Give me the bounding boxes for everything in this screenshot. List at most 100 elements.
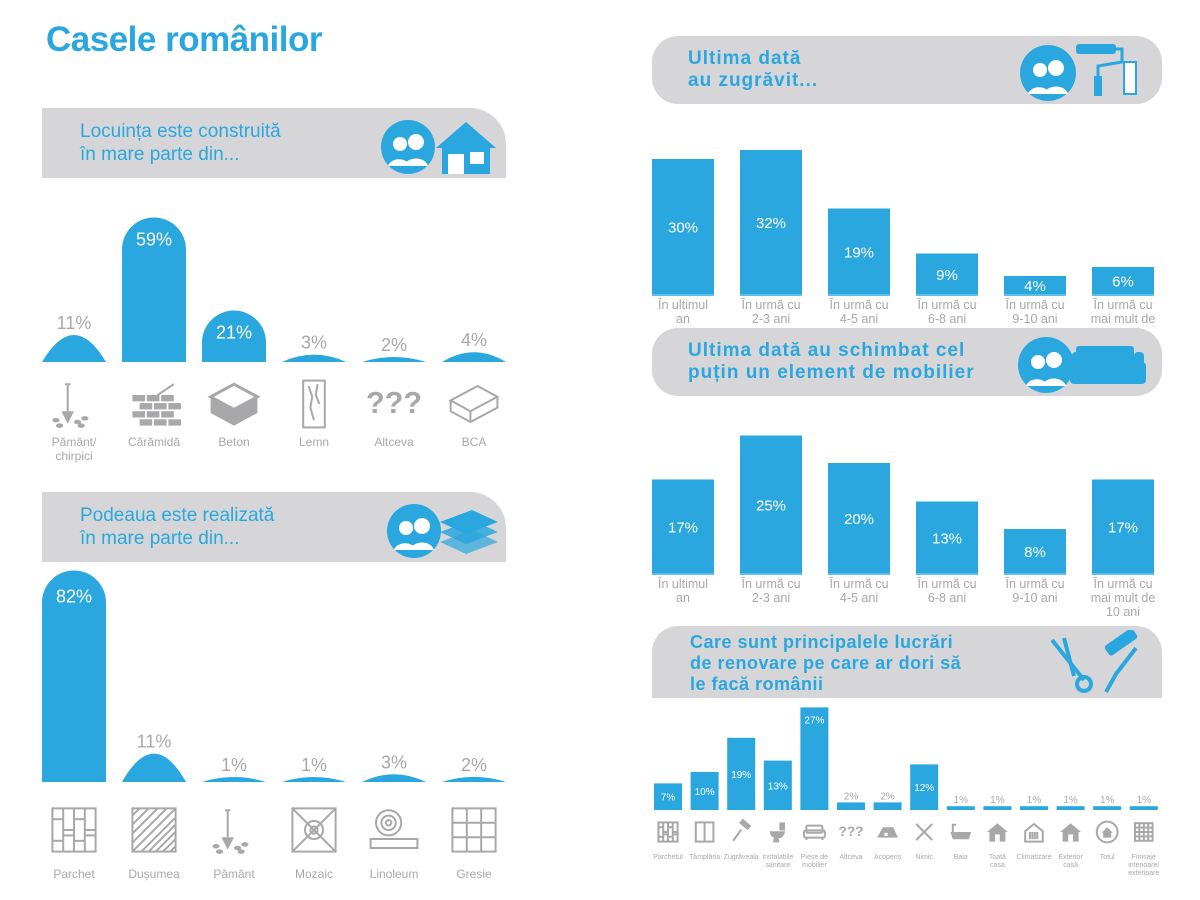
bar-parchetul-0 bbox=[654, 783, 682, 810]
chart-house-material: 11% Pământ/chirpici 59% Cărămidă 21% Beton 3% L… bbox=[42, 217, 506, 463]
bar-gresie bbox=[442, 776, 506, 782]
bathtub-icon bbox=[950, 823, 972, 840]
bar-toata-casa-9 bbox=[983, 806, 1012, 810]
value-label-linoleum: 3% bbox=[381, 752, 407, 772]
category-label-in-ultimul-an-0: În ultimul an bbox=[657, 297, 708, 326]
bar-in-urma-cu-4-5-ani-2 bbox=[828, 463, 890, 573]
value-label-nimic-7: 12% bbox=[914, 783, 934, 794]
value-label-altceva-5: 2% bbox=[844, 791, 859, 802]
chart-floor-material: 82% Parchet 11% Dușumea 1% Pământ 1% Mozaic 3% Li… bbox=[42, 570, 506, 881]
category-label-in-urma-cu-9-10-ani-4: În urmă cu 9-10 ani bbox=[1004, 576, 1064, 605]
bar-totul-12 bbox=[1093, 806, 1122, 810]
bar-beton bbox=[202, 310, 266, 362]
bar-in-urma-cu-2-3-ani-1 bbox=[740, 435, 802, 573]
panel-renovation: Care sunt principalele lucrări de renova… bbox=[652, 626, 1162, 898]
category-label-lemn: Lemn bbox=[299, 435, 329, 449]
banner-title-floor-material: Podeaua este realizată în mare parte din… bbox=[80, 505, 275, 549]
category-label-totul-12: Totul bbox=[1100, 854, 1115, 861]
toilet-icon bbox=[769, 822, 785, 843]
category-label-pamant: Pământ bbox=[213, 867, 255, 881]
category-label-in-urma-cu-4-5-ani-2: În urmă cu 4-5 ani bbox=[828, 297, 888, 326]
category-label-in-urma-cu-6-8-ani-3: În urmă cu 6-8 ani bbox=[916, 297, 976, 326]
value-label-toata-casa-9: 1% bbox=[990, 795, 1005, 806]
shovel-icon bbox=[212, 809, 249, 854]
parquet-icon bbox=[51, 807, 97, 853]
bar-in-urma-cu-mai-mult-de-1-5 bbox=[1092, 267, 1154, 294]
sofa-icon bbox=[803, 824, 826, 840]
category-label-climatizare-10: Climatizare bbox=[1016, 854, 1051, 861]
finishes-icon bbox=[1134, 822, 1154, 842]
brick-wall-icon bbox=[132, 383, 181, 426]
bar-in-ultimul-an-0 bbox=[652, 479, 714, 573]
bar-caramida bbox=[122, 217, 186, 362]
category-label-gresie: Gresie bbox=[456, 867, 492, 881]
family-floor-layers-icon bbox=[387, 504, 498, 558]
value-label-gresie: 2% bbox=[461, 755, 487, 775]
concrete-block-icon bbox=[207, 382, 261, 426]
value-label-in-urma-cu-mai-mult-de-1-5: 17% bbox=[1108, 519, 1138, 536]
category-label-parchet: Parchet bbox=[53, 867, 95, 881]
category-label-finisaje-interioare-exterioare-13: Finisaje interioare/exterioare bbox=[1128, 854, 1159, 877]
value-label-parchetul-0: 7% bbox=[661, 793, 676, 804]
value-label-pamant: 1% bbox=[221, 755, 247, 775]
category-label-mozaic: Mozaic bbox=[295, 867, 333, 881]
category-label-in-urma-cu-2-3-ani-1: În urmă cu 2-3 ani bbox=[740, 297, 800, 326]
mosaic-icon bbox=[291, 807, 337, 853]
value-label-in-urma-cu-2-3-ani-1: 32% bbox=[756, 215, 786, 232]
category-label-beton: Beton bbox=[218, 435, 249, 449]
tile-icon bbox=[451, 807, 497, 853]
category-label-altceva: Altceva bbox=[374, 435, 414, 449]
category-label-altceva-5: Altceva bbox=[840, 854, 863, 861]
banner-title-renovation: Care sunt principalele lucrări de renova… bbox=[690, 632, 962, 694]
paint-roller-icon bbox=[732, 818, 752, 842]
value-label-acoperis-6: 2% bbox=[880, 791, 895, 802]
panel-last-painted: Ultima dată au zugrăvit... 30% În ultimul… bbox=[652, 36, 1162, 340]
house-exterior-icon bbox=[1060, 823, 1081, 842]
bar-piese-de-mobilier-4 bbox=[800, 707, 829, 810]
category-label-baia-8: Baia bbox=[954, 854, 968, 861]
value-label-caramida: 59% bbox=[136, 229, 172, 249]
category-label-in-urma-cu-2-3-ani-1: În urmă cu 2-3 ani bbox=[740, 576, 800, 605]
panel-floor-material: Podeaua este realizată în mare parte din… bbox=[42, 492, 506, 892]
value-label-tamplaria-1: 10% bbox=[695, 787, 715, 798]
bar-climatizare-10 bbox=[1020, 806, 1048, 810]
value-label-dusumea: 11% bbox=[137, 732, 172, 752]
bar-in-urma-cu-mai-mult-de-1-5 bbox=[1092, 479, 1154, 573]
family-house-icon bbox=[381, 120, 496, 174]
wood-plank-icon bbox=[302, 379, 326, 429]
bar-zugraveala-2 bbox=[727, 737, 756, 810]
category-label-bca: BCA bbox=[462, 435, 487, 449]
value-label-exterior-casa-11: 1% bbox=[1063, 795, 1078, 806]
bar-linoleum bbox=[362, 774, 426, 782]
banner-title-last-painted: Ultima dată au zugrăvit... bbox=[688, 48, 819, 91]
category-label-linoleum: Linoleum bbox=[370, 867, 419, 881]
value-label-beton: 21% bbox=[216, 323, 252, 343]
category-label-nimic-7: Nimic bbox=[915, 854, 933, 861]
bar-in-urma-cu-6-8-ani-3 bbox=[916, 501, 978, 573]
banner-title-last-furniture: Ultima dată au schimbat cel puțin un ele… bbox=[688, 340, 975, 383]
category-label-exterior-casa-11: Exterior casă bbox=[1059, 854, 1084, 869]
value-label-totul-12: 1% bbox=[1100, 795, 1115, 806]
category-label-toata-casa-9: Toată casa bbox=[989, 854, 1006, 869]
bar-in-urma-cu-4-5-ani-2 bbox=[828, 208, 890, 294]
bar-in-urma-cu-9-10-ani-4 bbox=[1004, 529, 1066, 573]
page-title: Casele românilor bbox=[46, 20, 323, 59]
question-marks-icon: ??? bbox=[366, 386, 422, 420]
chart-renovation: 7% Parchetul 10% Tâmplăria 19% Zugrăveala 13% I… bbox=[653, 707, 1159, 877]
category-label-piese-de-mobilier-4: Piese de mobilier bbox=[801, 854, 828, 869]
bar-dusumea bbox=[122, 753, 186, 782]
value-label-in-urma-cu-2-3-ani-1: 25% bbox=[756, 497, 786, 514]
bar-finisaje-interioare-exterioare-13 bbox=[1129, 806, 1158, 810]
category-label-in-urma-cu-6-8-ani-3: În urmă cu 6-8 ani bbox=[916, 576, 976, 605]
bar-parchet bbox=[42, 570, 106, 782]
house-circle-icon bbox=[1095, 820, 1119, 844]
value-label-climatizare-10: 1% bbox=[1027, 795, 1042, 806]
bar-in-urma-cu-6-8-ani-3 bbox=[916, 253, 978, 294]
bar-lemn bbox=[282, 354, 346, 362]
bar-pamant bbox=[202, 777, 266, 782]
bar-bca bbox=[442, 352, 506, 362]
value-label-in-urma-cu-4-5-ani-2: 19% bbox=[844, 244, 874, 261]
window-icon bbox=[694, 821, 715, 843]
panel-last-furniture: Ultima dată au schimbat cel puțin un ele… bbox=[652, 328, 1162, 619]
value-label-in-urma-cu-6-8-ani-3: 13% bbox=[932, 530, 962, 547]
